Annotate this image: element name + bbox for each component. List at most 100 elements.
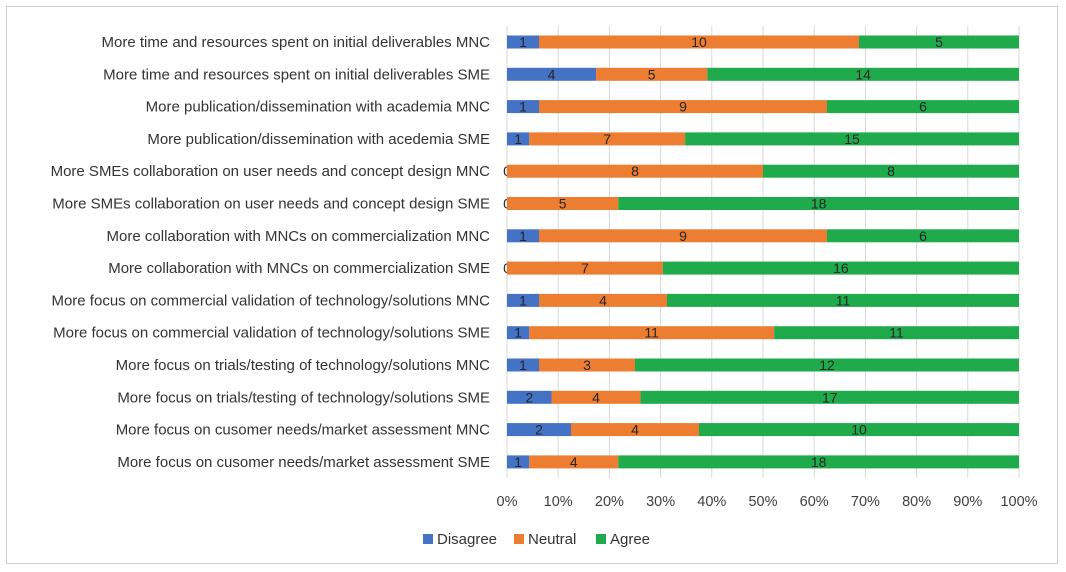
data-label: 3 xyxy=(583,357,591,373)
bar-segment-agree xyxy=(763,164,1019,178)
category-label: More publication/dissemination with aced… xyxy=(147,131,490,148)
legend-label: Neutral xyxy=(528,531,576,548)
data-label: 10 xyxy=(691,34,707,50)
data-label: 12 xyxy=(819,357,835,373)
category-label: More SMEs collaboration on user needs an… xyxy=(52,196,490,213)
data-label: 2 xyxy=(525,389,533,405)
legend-swatch xyxy=(423,534,433,544)
category-label: More time and resources spent on initial… xyxy=(101,34,490,51)
data-label: 2 xyxy=(535,422,543,438)
bar-segment-neutral xyxy=(551,390,641,404)
gridlines xyxy=(506,25,1020,479)
x-tick-label: 100% xyxy=(1000,494,1037,510)
bar-segment-agree xyxy=(618,197,1019,210)
bar-segment-agree xyxy=(774,326,1019,340)
data-label: 1 xyxy=(514,325,522,341)
chart-frame xyxy=(6,6,1058,564)
legend-swatch xyxy=(596,534,606,544)
data-label: 4 xyxy=(548,66,556,82)
legend-item-agree: Agree xyxy=(596,531,650,548)
data-label: 5 xyxy=(648,66,656,82)
data-label: 1 xyxy=(514,131,522,147)
data-label: 10 xyxy=(851,422,867,438)
bar-segment-neutral xyxy=(529,132,686,146)
category-label: More collaboration with MNCs on commerci… xyxy=(107,228,491,245)
x-tick-label: 50% xyxy=(748,494,777,510)
bar-segment-disagree xyxy=(507,293,539,307)
bar-segment-agree xyxy=(618,455,1019,469)
category-label: More focus on trials/testing of technolo… xyxy=(116,357,491,374)
data-label: 5 xyxy=(935,34,943,50)
legend-swatch xyxy=(514,534,524,544)
bar-segment-agree xyxy=(827,100,1019,114)
bar-segment-agree xyxy=(635,358,1019,372)
data-label: 11 xyxy=(889,325,904,341)
data-label: 1 xyxy=(519,228,527,244)
bar-segment-agree xyxy=(667,293,1019,307)
bar-segment-disagree xyxy=(507,35,539,49)
x-tick-label: 70% xyxy=(851,494,880,510)
bar-segment-neutral xyxy=(596,67,708,81)
data-label: 18 xyxy=(811,454,827,470)
data-label: 4 xyxy=(599,292,607,308)
bar-segment-neutral xyxy=(539,100,827,114)
category-label: More focus on trials/testing of technolo… xyxy=(117,389,490,406)
bar-segment-neutral xyxy=(507,164,763,178)
x-tick-label: 20% xyxy=(595,494,624,510)
data-label: 7 xyxy=(603,131,611,147)
data-label: 1 xyxy=(519,99,527,115)
x-tick-label: 40% xyxy=(697,494,726,510)
x-tick-label: 10% xyxy=(544,494,573,510)
bar-segment-neutral xyxy=(529,326,775,340)
legend-label: Disagree xyxy=(437,531,497,548)
data-label: 1 xyxy=(519,34,527,50)
bar-segment-agree xyxy=(699,423,1019,437)
bar-segment-agree xyxy=(662,261,1019,275)
bar-segment-neutral xyxy=(539,35,859,49)
data-label: 1 xyxy=(514,454,522,470)
data-label: 15 xyxy=(844,131,860,147)
bar-segment-neutral xyxy=(507,261,663,275)
bar-segment-disagree xyxy=(507,100,539,114)
data-label: 8 xyxy=(887,163,895,179)
category-label: More focus on cusomer needs/market asses… xyxy=(117,454,490,471)
bar-segment-disagree xyxy=(507,67,597,81)
bar-segment-agree xyxy=(640,390,1019,404)
legend-label: Agree xyxy=(610,531,650,548)
legend-item-neutral: Neutral xyxy=(514,531,576,548)
bar-segment-agree xyxy=(707,67,1019,81)
x-tick-label: 90% xyxy=(953,494,982,510)
data-label: 11 xyxy=(644,325,659,341)
bar-segment-neutral xyxy=(529,455,619,469)
bar-segment-neutral xyxy=(539,229,827,243)
data-label: 9 xyxy=(679,228,687,244)
data-label: 6 xyxy=(919,99,927,115)
category-label: More focus on cusomer needs/market asses… xyxy=(116,422,490,439)
data-label: 8 xyxy=(631,163,639,179)
x-tick-label: 30% xyxy=(646,494,675,510)
data-label: 4 xyxy=(631,422,639,438)
bar-segment-disagree xyxy=(507,326,530,340)
data-label: 4 xyxy=(592,389,600,405)
data-label: 14 xyxy=(855,66,871,82)
category-label: More time and resources spent on initial… xyxy=(103,66,490,83)
bar-segment-neutral xyxy=(507,197,619,210)
category-label: More SMEs collaboration on user needs an… xyxy=(51,163,491,180)
bar-segment-disagree xyxy=(507,132,530,146)
x-tick-label: 80% xyxy=(902,494,931,510)
category-label: More collaboration with MNCs on commerci… xyxy=(108,260,490,277)
bar-segment-neutral xyxy=(539,293,667,307)
bar-segment-disagree xyxy=(507,390,552,404)
bar-segment-disagree xyxy=(507,423,571,437)
x-tick-label: 60% xyxy=(800,494,829,510)
category-label: More focus on commercial validation of t… xyxy=(51,292,490,309)
bar-segment-neutral xyxy=(539,358,635,372)
data-label: 7 xyxy=(581,260,589,276)
data-label: 16 xyxy=(833,260,849,276)
data-label: 4 xyxy=(570,454,578,470)
bar-segment-agree xyxy=(827,229,1019,243)
data-label: 11 xyxy=(836,292,851,308)
data-label: 9 xyxy=(679,99,687,115)
data-label: 1 xyxy=(519,357,527,373)
